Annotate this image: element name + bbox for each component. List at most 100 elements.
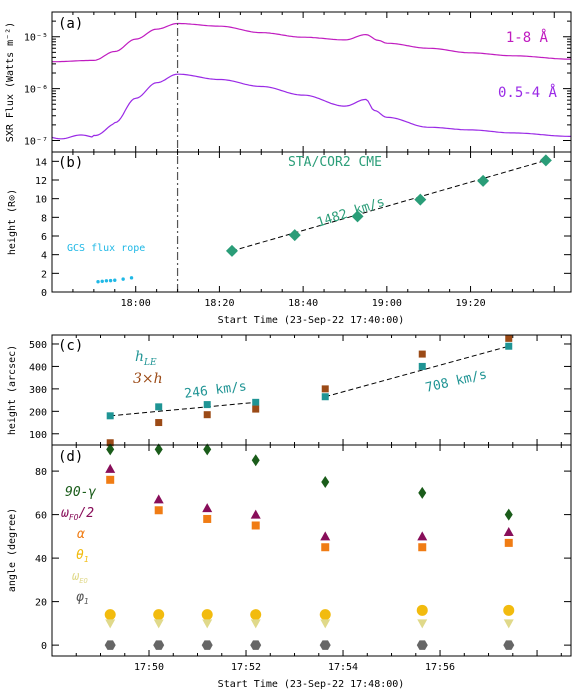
cme-height-point	[477, 174, 490, 187]
ylabel-c: height (arcsec)	[7, 345, 18, 435]
ylabel-b: height (R⊙)	[7, 189, 18, 255]
fit-line-b	[231, 159, 547, 252]
marker-triangle-down	[153, 619, 164, 629]
three-h-point	[203, 411, 211, 419]
hle-point	[505, 342, 513, 350]
ytick-label-a: 10⁻⁵	[24, 33, 48, 44]
flux-curve-1	[51, 73, 571, 140]
xlabel-b: Start Time (23-Sep-22 17:40:00)	[218, 315, 405, 326]
marker-circle	[153, 609, 165, 621]
marker-diamond	[106, 443, 115, 456]
marker-circle	[503, 604, 515, 616]
cme-height-point	[288, 229, 301, 242]
three-h-point	[505, 334, 513, 342]
marker-diamond	[251, 454, 260, 467]
legend-0.5-4: 0.5-4 Å	[498, 84, 558, 101]
xtick-label-b: 18:20	[204, 298, 234, 309]
ytick-label-b: 4	[41, 251, 47, 262]
ytick-label-b: 10	[35, 195, 47, 206]
ytick-label-a: 10⁻⁶	[24, 85, 48, 96]
marker-hexagon	[319, 640, 331, 650]
gcs-point	[100, 279, 104, 283]
marker-triangle-up	[320, 531, 331, 541]
marker-triangle-up	[503, 527, 514, 537]
legend-omega-fo-main: ω	[61, 506, 69, 521]
marker-hexagon	[153, 640, 165, 650]
marker-circle	[104, 609, 116, 621]
xlabel-d: Start Time (23-Sep-22 17:48:00)	[218, 679, 405, 690]
legend-hle: hLE	[135, 349, 157, 368]
legend-omega-eo: ωEO	[72, 569, 88, 585]
legend-phi1: φ1	[76, 590, 89, 606]
marker-circle	[201, 609, 213, 621]
hle-point	[155, 403, 163, 411]
legend-theta1: θ1	[76, 548, 89, 564]
marker-triangle-up	[153, 494, 164, 504]
legend-phi1-main: φ	[76, 590, 84, 605]
panel-label-b: (b)	[58, 155, 83, 171]
ytick-label-a: 10⁻⁷	[24, 136, 48, 147]
title-b: STA/COR2 CME	[288, 155, 382, 170]
marker-circle	[250, 609, 262, 621]
ytick-label-c: 300	[29, 385, 47, 396]
legend-omega-fo-sub: FO	[69, 513, 79, 522]
marker-hexagon	[503, 640, 515, 650]
marker-square	[251, 521, 260, 530]
marker-diamond	[418, 486, 427, 499]
xtick-label-b: 18:40	[288, 298, 318, 309]
marker-square	[418, 543, 427, 552]
marker-hexagon	[201, 640, 213, 650]
gcs-point	[104, 279, 109, 283]
ylabel-d: angle (degree)	[7, 508, 18, 592]
marker-triangle-up	[105, 463, 116, 473]
panel-label-c: (c)	[58, 338, 83, 354]
ytick-label-b: 0	[41, 288, 47, 299]
xtick-label-d: 17:56	[425, 662, 455, 673]
legend-omega-fo: ωFO/2	[61, 506, 94, 522]
xtick-label-b: 18:00	[121, 298, 151, 309]
hle-point	[321, 393, 329, 401]
legend-3h: 3×h	[133, 371, 163, 387]
ytick-label-d: 0	[41, 641, 47, 652]
marker-triangle-up	[250, 509, 261, 519]
ytick-label-b: 14	[35, 157, 47, 168]
flux-curve-0	[52, 22, 571, 63]
hle-point	[106, 412, 114, 420]
fit-line-c1	[110, 401, 256, 417]
ytick-label-b: 2	[41, 269, 47, 280]
panel-d: 0 20 40 60 80 17:50 17:52 17:54 17:56 (d) 90-γ ω…	[7, 443, 572, 690]
xtick-label-d: 17:54	[328, 662, 358, 673]
legend-alpha: α	[77, 527, 85, 542]
legend-theta1-main: θ	[76, 548, 84, 563]
ylabel-a: SXR Flux (Watts m⁻²)	[5, 22, 16, 142]
cme-height-point	[351, 210, 364, 223]
three-h-point	[106, 439, 114, 447]
marker-diamond	[321, 475, 330, 488]
marker-square	[154, 506, 163, 515]
marker-square	[203, 514, 212, 523]
xtick-label-d: 17:50	[134, 662, 164, 673]
marker-triangle-down	[503, 619, 514, 629]
marker-square	[504, 538, 513, 547]
gcs-point	[129, 276, 134, 280]
legend-1-8: 1-8 Å	[506, 29, 549, 46]
ytick-label-b: 6	[41, 232, 47, 243]
cme-height-point	[539, 154, 552, 167]
ytick-label-d: 80	[35, 467, 47, 478]
panel-label-d: (d)	[58, 449, 83, 465]
marker-triangle-down	[417, 619, 428, 629]
hle-point	[418, 362, 426, 370]
marker-triangle-down	[202, 619, 213, 629]
legend-theta1-sub: 1	[84, 555, 89, 564]
panel-label-a: (a)	[58, 16, 83, 32]
marker-circle	[416, 604, 428, 616]
ytick-label-b: 12	[35, 176, 47, 187]
marker-triangle-down	[105, 619, 116, 629]
cme-height-point	[225, 244, 238, 257]
legend-omega-eo-main: ω	[72, 569, 80, 583]
marker-diamond	[203, 443, 212, 456]
gcs-point	[96, 280, 100, 284]
gcs-point	[113, 278, 117, 282]
cme-height-point	[414, 193, 427, 206]
